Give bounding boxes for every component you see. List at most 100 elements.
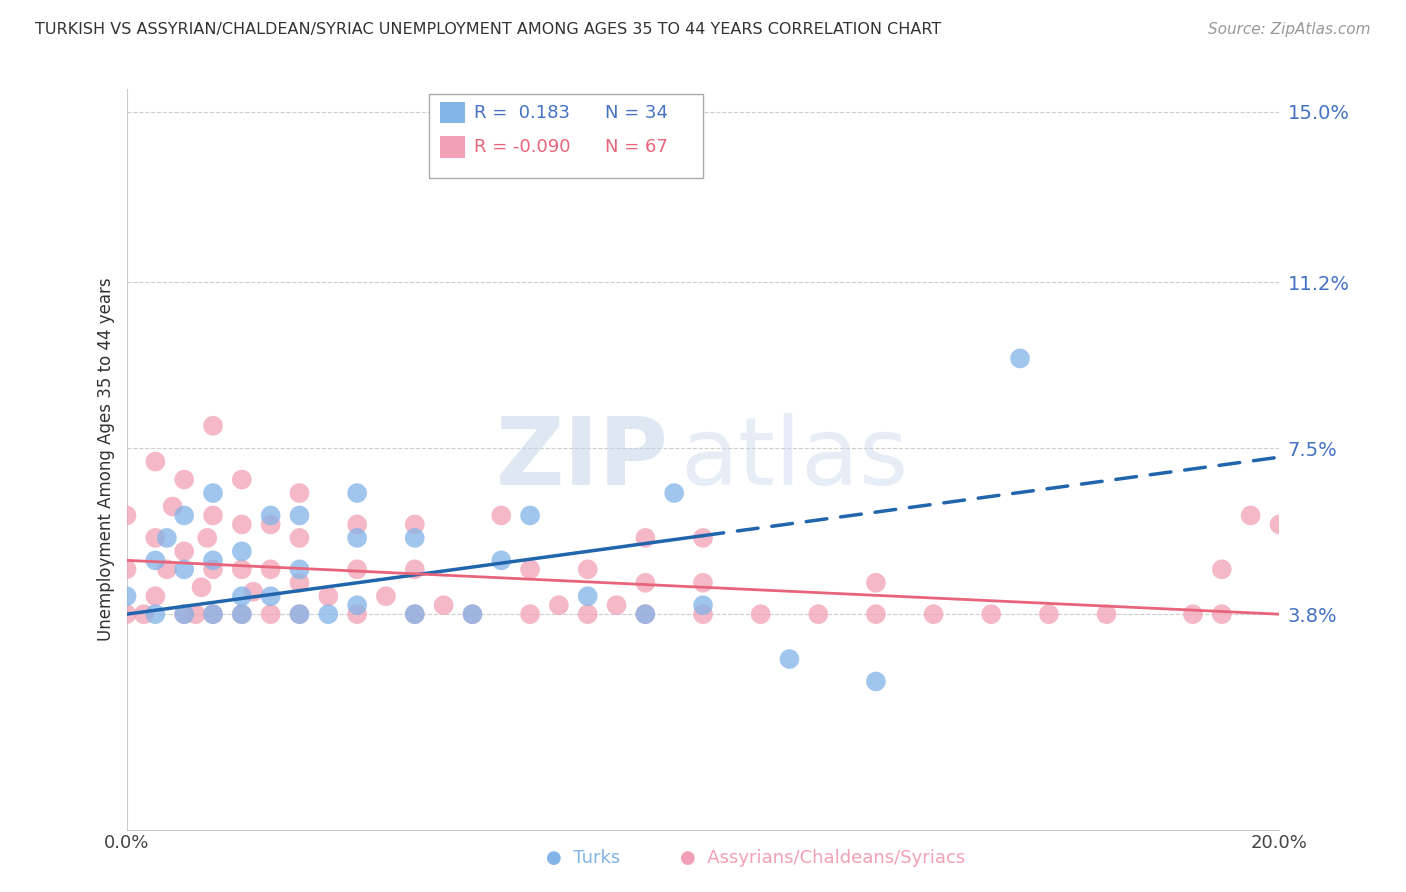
Point <box>318 607 340 622</box>
Point <box>231 607 253 622</box>
Point <box>195 531 218 545</box>
Point <box>346 598 368 612</box>
Point <box>779 652 801 666</box>
Point <box>1010 351 1032 366</box>
Point <box>519 607 541 622</box>
Point <box>692 575 714 590</box>
Point <box>173 607 195 622</box>
Point <box>156 531 179 545</box>
Point <box>634 531 657 545</box>
Point <box>404 517 426 532</box>
Text: TURKISH VS ASSYRIAN/CHALDEAN/SYRIAC UNEMPLOYMENT AMONG AGES 35 TO 44 YEARS CORRE: TURKISH VS ASSYRIAN/CHALDEAN/SYRIAC UNEM… <box>35 22 942 37</box>
Point <box>173 562 195 576</box>
Text: N = 34: N = 34 <box>605 104 668 122</box>
Point <box>346 607 368 622</box>
Point <box>202 562 225 576</box>
Text: ●  Assyrians/Chaldeans/Syriacs: ● Assyrians/Chaldeans/Syriacs <box>681 849 965 867</box>
Point <box>1211 562 1233 576</box>
Point <box>519 562 541 576</box>
Point <box>202 607 225 622</box>
Point <box>202 418 225 433</box>
Point <box>288 508 311 523</box>
Point <box>374 589 398 603</box>
Point <box>692 531 714 545</box>
Point <box>1181 607 1204 622</box>
Point <box>1268 517 1291 532</box>
Point <box>807 607 830 622</box>
Point <box>184 607 207 622</box>
Point <box>115 562 138 576</box>
Point <box>173 607 195 622</box>
Text: R = -0.090: R = -0.090 <box>474 138 571 156</box>
Point <box>202 607 225 622</box>
Text: ZIP: ZIP <box>495 413 668 506</box>
Point <box>346 486 368 500</box>
Point <box>288 575 311 590</box>
Point <box>491 508 513 523</box>
Point <box>433 598 456 612</box>
Point <box>231 589 253 603</box>
Point <box>980 607 1002 622</box>
Point <box>865 575 887 590</box>
Text: R =  0.183: R = 0.183 <box>474 104 569 122</box>
Point <box>519 508 541 523</box>
Point <box>346 562 368 576</box>
Text: Source: ZipAtlas.com: Source: ZipAtlas.com <box>1208 22 1371 37</box>
Point <box>231 607 253 622</box>
Point <box>259 589 281 603</box>
Text: atlas: atlas <box>681 413 908 506</box>
Point <box>115 508 138 523</box>
Point <box>115 589 138 603</box>
Point <box>242 584 264 599</box>
Point <box>491 553 513 567</box>
Point <box>346 517 368 532</box>
Point <box>634 575 657 590</box>
Point <box>156 562 179 576</box>
Point <box>202 508 225 523</box>
Point <box>145 553 166 567</box>
Point <box>606 598 628 612</box>
Point <box>288 562 311 576</box>
Point <box>288 486 311 500</box>
Text: ●  Turks: ● Turks <box>547 849 620 867</box>
Point <box>288 607 311 622</box>
Point <box>865 674 887 689</box>
Point <box>190 580 212 594</box>
Point <box>202 486 225 500</box>
Point <box>162 500 184 514</box>
Point <box>259 607 281 622</box>
Point <box>231 517 253 532</box>
Point <box>404 562 426 576</box>
Point <box>231 562 253 576</box>
Point <box>145 455 166 469</box>
Point <box>173 473 195 487</box>
Point <box>288 531 311 545</box>
Point <box>404 531 426 545</box>
Point <box>115 607 138 622</box>
Point <box>346 531 368 545</box>
Y-axis label: Unemployment Among Ages 35 to 44 years: Unemployment Among Ages 35 to 44 years <box>97 277 115 641</box>
Point <box>461 607 484 622</box>
Point <box>576 607 599 622</box>
Point <box>548 598 571 612</box>
Point <box>576 589 599 603</box>
Point <box>288 607 311 622</box>
Point <box>259 517 281 532</box>
Point <box>231 473 253 487</box>
Point <box>634 607 657 622</box>
Text: N = 67: N = 67 <box>605 138 668 156</box>
Point <box>202 553 225 567</box>
Point <box>692 607 714 622</box>
Point <box>259 562 281 576</box>
Point <box>173 544 195 558</box>
Point <box>404 607 426 622</box>
Point <box>173 508 195 523</box>
Point <box>132 607 155 622</box>
Point <box>749 607 772 622</box>
Point <box>922 607 945 622</box>
Point <box>664 486 686 500</box>
Point <box>145 607 166 622</box>
Point <box>145 531 166 545</box>
Point <box>1240 508 1263 523</box>
Point <box>865 607 887 622</box>
